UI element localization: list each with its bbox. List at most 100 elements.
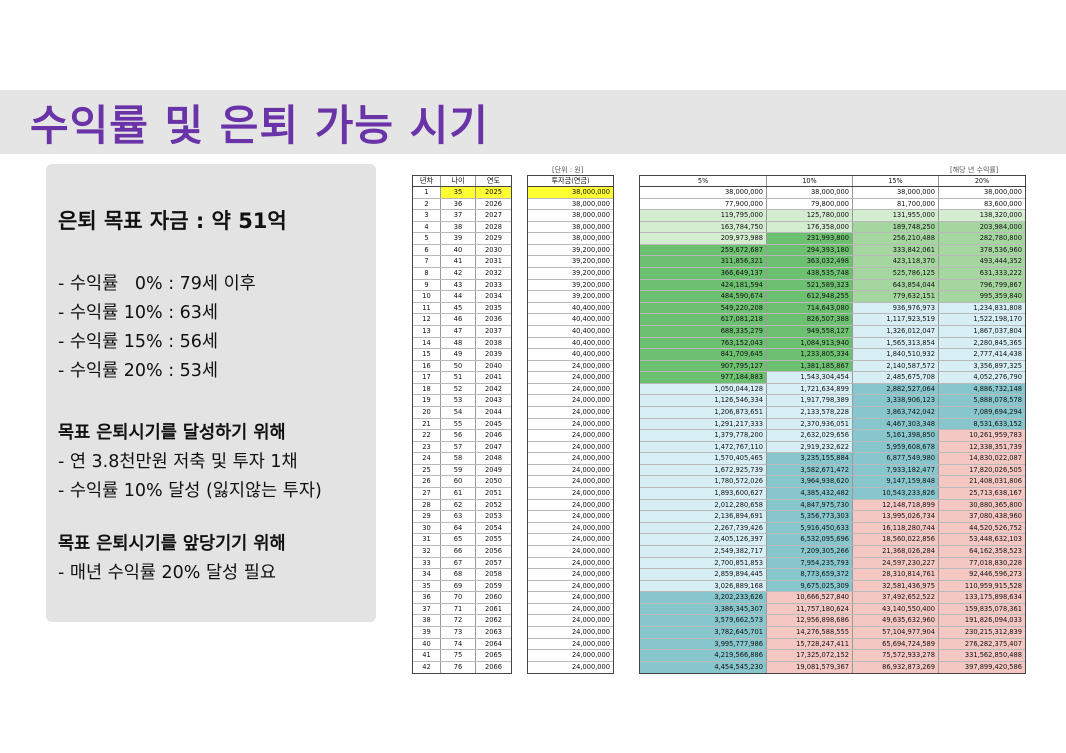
value-5pct-cell: 549,220,208 — [640, 302, 767, 314]
table-row: 11 45 2035 — [413, 302, 511, 315]
table-returns-block: 5% 10% 15% 20% 38,000,000 38,000,000 38,00… — [639, 175, 1026, 675]
table-row: 16 50 2040 — [413, 360, 511, 373]
cal-year-cell: 2045 — [485, 418, 502, 428]
table-row: 13 47 2037 — [413, 325, 511, 338]
value-5pct-cell: 484,590,674 — [640, 291, 767, 302]
table-row: 24,000,000 — [528, 558, 613, 570]
age-cell: 75 — [441, 650, 476, 661]
value-15pct-cell: 3,863,742,042 — [853, 406, 939, 418]
value-10pct-cell: 363,032,498 — [767, 256, 853, 268]
age-cell: 61 — [441, 488, 476, 499]
header-cal-year: 연도 — [486, 176, 501, 185]
value-15pct-cell: 643,854,044 — [853, 279, 939, 291]
table-row: 24,000,000 — [528, 395, 613, 407]
table-row: 41 75 2065 — [413, 650, 511, 662]
invest-cell: 40,400,000 — [571, 325, 610, 335]
age-cell: 76 — [441, 661, 476, 674]
cal-year-cell: 2029 — [485, 233, 502, 243]
year-cell: 28 — [413, 499, 441, 511]
table-row: 24,000,000 — [528, 592, 613, 604]
table-row: 31 65 2055 — [413, 534, 511, 546]
value-15pct-cell: 2,882,527,064 — [853, 383, 939, 395]
table-row: 3 37 2027 — [413, 210, 511, 222]
value-15pct-cell: 423,118,370 — [853, 256, 939, 268]
cal-year-cell: 2044 — [485, 406, 502, 416]
table-invest-block: 투자금(연금) 38,000,000 38,000,000 38,000,000 38… — [527, 175, 614, 675]
table-row: 35 69 2059 — [413, 580, 511, 593]
value-15pct-cell: 131,955,000 — [853, 210, 939, 221]
value-10pct-cell: 14,276,588,555 — [767, 626, 853, 638]
return-line-0: - 수익률 0% : 79세 이후 — [58, 274, 256, 294]
table-invest-header: 투자금(연금) — [528, 176, 613, 187]
table-row: 2,700,851,853 7,954,235,793 24,597,230,227… — [640, 557, 1025, 570]
value-10pct-cell: 2,133,578,228 — [767, 406, 853, 418]
value-5pct-cell: 2,267,739,426 — [640, 522, 767, 534]
age-cell: 56 — [441, 430, 476, 441]
cal-year-cell: 2066 — [485, 661, 502, 671]
value-15pct-cell: 65,694,724,589 — [853, 638, 939, 650]
table-row: 38,000,000 — [528, 222, 613, 234]
table-row: 24,000,000 — [528, 442, 613, 454]
value-10pct-cell: 826,507,388 — [767, 314, 853, 325]
table-row: 24,000,000 — [528, 453, 613, 465]
cal-year-cell: 2062 — [485, 615, 502, 625]
year-cell: 6 — [413, 244, 441, 256]
table-row: 24,000,000 — [528, 407, 613, 419]
cal-year-cell: 2043 — [485, 395, 502, 405]
table-row: 366,649,137 438,535,748 525,786,125 631,333… — [640, 268, 1025, 280]
value-15pct-cell: 32,581,436,975 — [853, 580, 939, 592]
value-15pct-cell: 1,565,313,854 — [853, 337, 939, 349]
value-15pct-cell: 28,310,814,761 — [853, 569, 939, 580]
age-cell: 51 — [441, 372, 476, 383]
table-row: 10 44 2034 — [413, 291, 511, 303]
age-cell: 50 — [441, 360, 476, 372]
year-cell: 14 — [413, 337, 441, 349]
value-15pct-cell: 12,148,718,899 — [853, 499, 939, 511]
value-20pct-cell: 230,215,312,839 — [939, 626, 1025, 638]
invest-cell: 24,000,000 — [571, 430, 610, 440]
age-cell: 71 — [441, 603, 476, 615]
value-20pct-cell: 8,531,633,152 — [939, 418, 1025, 430]
header-rate-20: 20% — [974, 176, 990, 185]
invest-cell: 38,000,000 — [571, 198, 610, 208]
value-10pct-cell: 10,666,527,840 — [767, 592, 853, 603]
table-row: 1,672,925,739 3,582,671,472 7,933,182,477 1… — [640, 464, 1025, 477]
cal-year-cell: 2028 — [485, 221, 502, 231]
value-20pct-cell: 397,899,420,586 — [939, 661, 1025, 674]
table-row: 39,200,000 — [528, 245, 613, 257]
year-cell: 35 — [413, 580, 441, 592]
value-5pct-cell: 977,184,883 — [640, 372, 767, 383]
table-row: 5 39 2029 — [413, 233, 511, 245]
value-15pct-cell: 86,932,873,269 — [853, 661, 939, 674]
age-cell: 49 — [441, 349, 476, 360]
year-cell: 30 — [413, 522, 441, 534]
table-row: 24,000,000 — [528, 650, 613, 662]
cal-year-cell: 2039 — [485, 349, 502, 359]
table-row: 22 56 2046 — [413, 430, 511, 442]
value-20pct-cell: 44,520,526,752 — [939, 522, 1025, 534]
cal-year-cell: 2038 — [485, 337, 502, 347]
cal-year-cell: 2058 — [485, 569, 502, 579]
table-row: 1 35 2025 — [413, 187, 511, 199]
value-20pct-cell: 37,080,438,960 — [939, 511, 1025, 522]
value-20pct-cell: 1,867,037,804 — [939, 325, 1025, 337]
table-row: 40,400,000 — [528, 349, 613, 361]
invest-cell: 24,000,000 — [571, 557, 610, 567]
value-10pct-cell: 5,916,450,633 — [767, 522, 853, 534]
table-row: 4 38 2028 — [413, 221, 511, 234]
invest-cell: 24,000,000 — [571, 464, 610, 474]
age-cell: 43 — [441, 279, 476, 291]
value-5pct-cell: 3,782,645,701 — [640, 626, 767, 638]
value-5pct-cell: 1,570,405,465 — [640, 453, 767, 464]
value-10pct-cell: 5,356,773,303 — [767, 511, 853, 522]
age-cell: 36 — [441, 198, 476, 210]
age-cell: 68 — [441, 569, 476, 580]
cal-year-cell: 2053 — [485, 511, 502, 521]
table-row: 18 52 2042 — [413, 383, 511, 396]
value-15pct-cell: 7,933,182,477 — [853, 464, 939, 476]
value-5pct-cell: 1,893,600,627 — [640, 488, 767, 499]
value-15pct-cell: 24,597,230,227 — [853, 557, 939, 569]
value-10pct-cell: 17,325,072,152 — [767, 650, 853, 661]
invest-cell: 40,400,000 — [571, 349, 610, 359]
value-10pct-cell: 1,381,185,867 — [767, 360, 853, 372]
